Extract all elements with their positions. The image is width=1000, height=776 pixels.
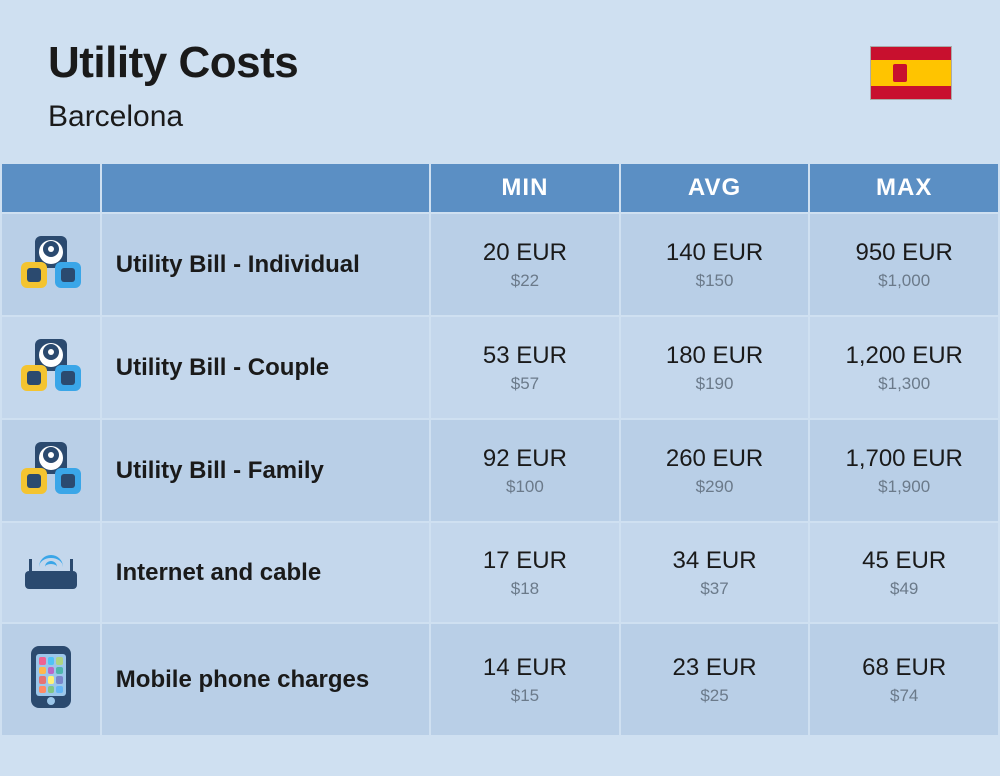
row-max-cell: 1,200 EUR $1,300 [809, 316, 999, 419]
table-row: Mobile phone charges 14 EUR $15 23 EUR $25 68… [1, 623, 999, 736]
row-avg-cell: 34 EUR $37 [620, 522, 810, 623]
value-primary: 260 EUR [629, 445, 801, 473]
row-icon-cell [1, 419, 101, 522]
value-primary: 17 EUR [439, 547, 611, 575]
value-secondary: $15 [439, 686, 611, 706]
row-avg-cell: 23 EUR $25 [620, 623, 810, 736]
value-primary: 14 EUR [439, 654, 611, 682]
row-icon-cell [1, 623, 101, 736]
value-secondary: $25 [629, 686, 801, 706]
utility-icon [21, 339, 81, 391]
header-avg: AVG [620, 163, 810, 213]
value-secondary: $1,900 [818, 477, 990, 497]
row-min-cell: 53 EUR $57 [430, 316, 620, 419]
value-secondary: $1,300 [818, 374, 990, 394]
value-primary: 20 EUR [439, 239, 611, 267]
value-primary: 140 EUR [629, 239, 801, 267]
value-secondary: $150 [629, 271, 801, 291]
value-secondary: $100 [439, 477, 611, 497]
value-primary: 23 EUR [629, 654, 801, 682]
value-secondary: $1,000 [818, 271, 990, 291]
table-row: Utility Bill - Couple 53 EUR $57 180 EUR $19… [1, 316, 999, 419]
page: Utility Costs Barcelona MIN AVG MAX Util… [0, 0, 1000, 776]
row-label: Utility Bill - Individual [101, 213, 430, 316]
value-secondary: $190 [629, 374, 801, 394]
value-secondary: $22 [439, 271, 611, 291]
value-primary: 180 EUR [629, 342, 801, 370]
row-max-cell: 68 EUR $74 [809, 623, 999, 736]
header-min: MIN [430, 163, 620, 213]
table-header: MIN AVG MAX [1, 163, 999, 213]
header-text: Utility Costs Barcelona [48, 38, 298, 134]
spain-flag-icon [870, 46, 952, 100]
header-blank-icon [1, 163, 101, 213]
row-avg-cell: 260 EUR $290 [620, 419, 810, 522]
table-row: Utility Bill - Family 92 EUR $100 260 EUR $2… [1, 419, 999, 522]
row-label: Mobile phone charges [101, 623, 430, 736]
header-max: MAX [809, 163, 999, 213]
row-max-cell: 1,700 EUR $1,900 [809, 419, 999, 522]
row-avg-cell: 180 EUR $190 [620, 316, 810, 419]
value-secondary: $49 [818, 579, 990, 599]
row-avg-cell: 140 EUR $150 [620, 213, 810, 316]
costs-table: MIN AVG MAX Utility Bill - Individual20 … [0, 162, 1000, 737]
value-primary: 34 EUR [629, 547, 801, 575]
phone-icon [31, 646, 71, 708]
value-secondary: $74 [818, 686, 990, 706]
router-icon [21, 545, 81, 595]
row-icon-cell [1, 522, 101, 623]
row-max-cell: 950 EUR $1,000 [809, 213, 999, 316]
value-primary: 68 EUR [818, 654, 990, 682]
row-max-cell: 45 EUR $49 [809, 522, 999, 623]
row-icon-cell [1, 213, 101, 316]
value-primary: 1,700 EUR [818, 445, 990, 473]
row-min-cell: 20 EUR $22 [430, 213, 620, 316]
value-primary: 45 EUR [818, 547, 990, 575]
row-min-cell: 17 EUR $18 [430, 522, 620, 623]
utility-icon [21, 442, 81, 494]
utility-icon [21, 236, 81, 288]
row-label: Internet and cable [101, 522, 430, 623]
table-row: Utility Bill - Individual 20 EUR $22 140 EU… [1, 213, 999, 316]
table-body: Utility Bill - Individual 20 EUR $22 140 EU… [1, 213, 999, 736]
row-icon-cell [1, 316, 101, 419]
row-min-cell: 92 EUR $100 [430, 419, 620, 522]
row-min-cell: 14 EUR $15 [430, 623, 620, 736]
value-secondary: $290 [629, 477, 801, 497]
value-secondary: $18 [439, 579, 611, 599]
row-label: Utility Bill - Family [101, 419, 430, 522]
value-primary: 92 EUR [439, 445, 611, 473]
value-secondary: $57 [439, 374, 611, 394]
header: Utility Costs Barcelona [0, 0, 1000, 162]
row-label: Utility Bill - Couple [101, 316, 430, 419]
page-subtitle: Barcelona [48, 100, 298, 134]
header-blank-label [101, 163, 430, 213]
value-primary: 53 EUR [439, 342, 611, 370]
table-row: Internet and cable 17 EUR $18 34 EUR $37 45 E… [1, 522, 999, 623]
value-primary: 950 EUR [818, 239, 990, 267]
page-title: Utility Costs [48, 38, 298, 88]
value-secondary: $37 [629, 579, 801, 599]
value-primary: 1,200 EUR [818, 342, 990, 370]
